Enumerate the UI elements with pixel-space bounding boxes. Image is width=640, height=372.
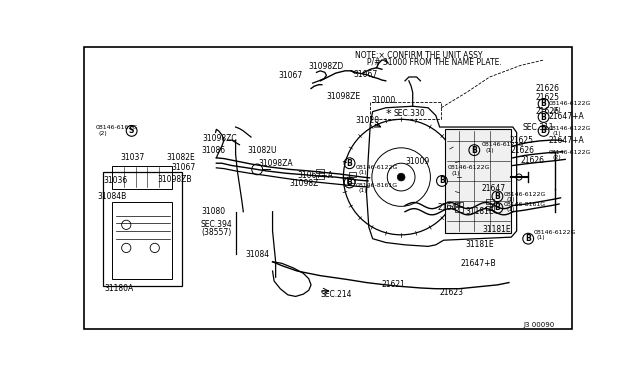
Text: B: B: [495, 192, 500, 201]
Text: 31067+A: 31067+A: [297, 171, 333, 180]
Bar: [349, 173, 356, 177]
Bar: [348, 179, 355, 183]
Circle shape: [397, 173, 405, 181]
Bar: [455, 207, 463, 212]
Text: 31086: 31086: [201, 145, 225, 155]
Text: 08146-6122G: 08146-6122G: [549, 150, 591, 155]
Text: 31082U: 31082U: [247, 145, 276, 155]
Text: 21647: 21647: [482, 184, 506, 193]
Text: 08146-6122G: 08146-6122G: [448, 165, 490, 170]
Text: (1): (1): [485, 148, 493, 153]
Text: 21647+A: 21647+A: [549, 136, 585, 145]
Text: (2): (2): [552, 155, 561, 160]
Text: 21625: 21625: [509, 136, 534, 145]
Text: B: B: [439, 176, 445, 185]
Text: 31180A: 31180A: [105, 284, 134, 293]
Text: SEC.330: SEC.330: [394, 109, 425, 118]
Text: 31181E: 31181E: [465, 240, 493, 249]
Text: (1): (1): [451, 171, 460, 176]
Text: B: B: [347, 178, 353, 187]
Text: 31098Z: 31098Z: [289, 179, 319, 188]
Text: 08146-6162G: 08146-6162G: [95, 125, 138, 129]
Text: 21626: 21626: [536, 107, 560, 116]
Text: 31000: 31000: [372, 96, 396, 105]
Text: 31082E: 31082E: [166, 153, 195, 162]
Text: 31036: 31036: [103, 176, 127, 185]
Text: B: B: [347, 159, 353, 168]
Text: NOTE;× CONFIRM THE UNIT ASSY: NOTE;× CONFIRM THE UNIT ASSY: [355, 51, 483, 60]
Text: 08146-6122G: 08146-6122G: [549, 126, 591, 131]
Text: B: B: [525, 234, 531, 243]
Text: P/# 31000 FROM THE NAME PLATE.: P/# 31000 FROM THE NAME PLATE.: [355, 58, 502, 67]
Text: (38557): (38557): [201, 228, 231, 237]
Text: 31181E: 31181E: [465, 207, 493, 216]
Text: 21626: 21626: [520, 155, 545, 165]
Text: (1): (1): [359, 170, 367, 175]
Text: 08146-6122G: 08146-6122G: [356, 164, 398, 170]
Text: SEC.214: SEC.214: [320, 290, 352, 299]
Text: B: B: [541, 112, 547, 122]
Text: 31098ZE: 31098ZE: [326, 92, 360, 101]
Text: (1): (1): [507, 207, 515, 212]
Text: 31067: 31067: [278, 71, 302, 80]
Bar: [316, 175, 324, 179]
Text: 31181E: 31181E: [482, 225, 511, 234]
Text: 21623: 21623: [440, 288, 463, 297]
Text: 08146-6122G: 08146-6122G: [482, 142, 524, 147]
Text: 08146-8161G: 08146-8161G: [356, 183, 398, 188]
Text: (1): (1): [552, 131, 561, 137]
Text: 31098ZC: 31098ZC: [202, 134, 237, 143]
Text: 31037: 31037: [120, 153, 145, 162]
Text: 08146-8161G: 08146-8161G: [504, 202, 546, 206]
Text: 31098ZA: 31098ZA: [259, 160, 293, 169]
Bar: [113, 166, 172, 189]
Text: 21626: 21626: [511, 145, 534, 155]
Text: S: S: [129, 126, 134, 135]
Text: 31098ZB: 31098ZB: [157, 175, 192, 184]
Text: 21647+B: 21647+B: [460, 259, 496, 268]
Text: 21647+A: 21647+A: [549, 112, 585, 121]
Text: 31009: 31009: [405, 157, 429, 166]
Text: 31020: 31020: [356, 116, 380, 125]
Text: (1): (1): [359, 189, 367, 193]
Text: B: B: [472, 145, 477, 155]
Text: 31067: 31067: [353, 70, 378, 79]
Text: (2): (2): [99, 131, 108, 136]
Text: SEC.311: SEC.311: [522, 123, 554, 132]
Bar: [316, 169, 324, 173]
Text: SEC.394: SEC.394: [201, 220, 233, 229]
Text: 21626: 21626: [536, 84, 560, 93]
Text: (1): (1): [537, 235, 545, 240]
Text: 08146-6122G: 08146-6122G: [534, 230, 576, 235]
Text: 31080: 31080: [201, 207, 225, 216]
Text: B: B: [541, 126, 547, 135]
Bar: [486, 199, 493, 204]
Text: B: B: [541, 99, 547, 108]
Text: (1): (1): [552, 107, 561, 112]
Text: 21621: 21621: [382, 280, 406, 289]
Bar: [455, 202, 463, 206]
Text: (1): (1): [507, 197, 515, 202]
Bar: [486, 206, 493, 210]
Text: 21625: 21625: [536, 93, 560, 102]
Text: 21647: 21647: [437, 203, 461, 212]
Text: J3 00090: J3 00090: [524, 322, 555, 328]
Text: 08146-6122G: 08146-6122G: [549, 102, 591, 106]
Text: *: *: [386, 109, 392, 119]
Bar: [113, 202, 172, 279]
Text: 08146-6122G: 08146-6122G: [504, 192, 546, 196]
Text: 31084B: 31084B: [97, 192, 126, 201]
Bar: [445, 129, 511, 232]
Text: 31067: 31067: [172, 163, 196, 172]
Text: 31084: 31084: [246, 250, 269, 259]
Text: 31098ZD: 31098ZD: [308, 62, 344, 71]
Bar: [103, 173, 182, 286]
Bar: [371, 102, 441, 119]
Text: B: B: [495, 203, 500, 212]
